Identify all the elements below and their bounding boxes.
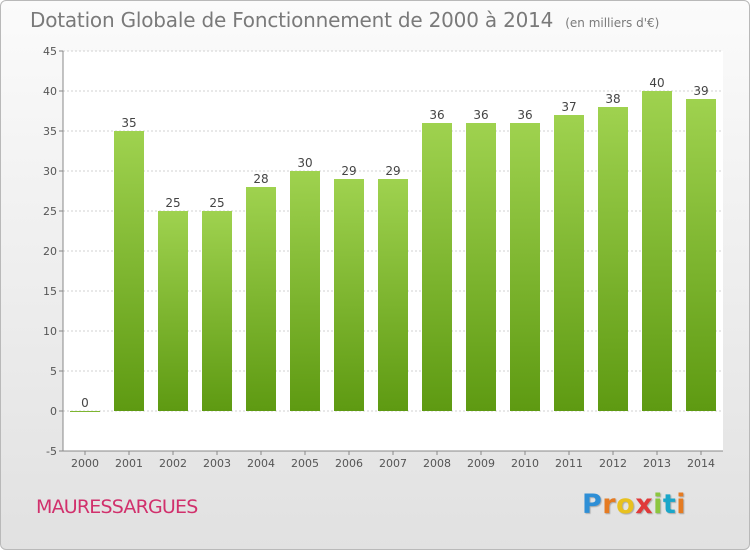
data-label-2008: 36 [429, 108, 444, 122]
y-tick-label: 40 [43, 85, 57, 98]
x-tick-label-2012: 2012 [599, 457, 627, 470]
bar-2003 [202, 211, 232, 411]
data-label-2000: 0 [81, 396, 89, 410]
x-tick-label-2013: 2013 [643, 457, 671, 470]
logo-letter: o [616, 489, 636, 520]
bar-2000 [70, 411, 100, 412]
logo-letter: i [676, 489, 687, 520]
bar-2013 [642, 91, 672, 411]
x-tick-label-2010: 2010 [511, 457, 539, 470]
logo-letter: i [653, 489, 663, 520]
y-tick-label: 30 [43, 165, 57, 178]
chart-subtitle: (en milliers d'€) [565, 16, 660, 30]
x-tick-label-2007: 2007 [379, 457, 407, 470]
proxiti-logo: Proxiti [582, 489, 686, 520]
bar-2006 [334, 179, 364, 411]
data-label-2007: 29 [385, 164, 400, 178]
data-label-2014: 39 [693, 84, 708, 98]
chart-title: Dotation Globale de Fonctionnement de 20… [30, 8, 659, 32]
data-label-2011: 37 [561, 100, 576, 114]
data-label-2001: 35 [121, 116, 136, 130]
data-label-2006: 29 [341, 164, 356, 178]
y-tick-label: 25 [43, 205, 57, 218]
commune-name: MAURESSARGUES [36, 496, 198, 518]
bar-2005 [290, 171, 320, 411]
data-label-2012: 38 [605, 92, 620, 106]
y-tick-label: 45 [43, 45, 57, 58]
y-tick-label: 15 [43, 285, 57, 298]
logo-letter: r [602, 489, 617, 520]
x-tick-label-2011: 2011 [555, 457, 583, 470]
x-tick-label-2000: 2000 [71, 457, 99, 470]
x-tick-label-2004: 2004 [247, 457, 275, 470]
bar-2002 [158, 211, 188, 411]
x-tick-label-2014: 2014 [687, 457, 715, 470]
y-tick-label: -5 [46, 445, 57, 458]
data-label-2013: 40 [649, 76, 664, 90]
data-label-2010: 36 [517, 108, 532, 122]
y-tick-label: 10 [43, 325, 57, 338]
bar-2012 [598, 107, 628, 411]
x-tick-label-2002: 2002 [159, 457, 187, 470]
bar-2001 [114, 131, 144, 411]
data-label-2003: 25 [209, 196, 224, 210]
logo-letter: P [582, 489, 603, 520]
bar-2008 [422, 123, 452, 411]
chart-title-text: Dotation Globale de Fonctionnement de 20… [30, 8, 554, 32]
x-tick-label-2006: 2006 [335, 457, 363, 470]
bar-2011 [554, 115, 584, 411]
logo-letter: x [635, 489, 654, 520]
data-label-2009: 36 [473, 108, 488, 122]
y-tick-label: 35 [43, 125, 57, 138]
x-tick-label-2009: 2009 [467, 457, 495, 470]
y-tick-label: 5 [50, 365, 57, 378]
x-tick-label-2008: 2008 [423, 457, 451, 470]
data-label-2002: 25 [165, 196, 180, 210]
bar-2009 [466, 123, 496, 411]
bar-2014 [686, 99, 716, 411]
bar-2010 [510, 123, 540, 411]
x-tick-label-2003: 2003 [203, 457, 231, 470]
x-tick-label-2001: 2001 [115, 457, 143, 470]
logo-letter: t [662, 489, 677, 520]
x-tick-label-2005: 2005 [291, 457, 319, 470]
data-label-2005: 30 [297, 156, 312, 170]
y-tick-label: 0 [50, 405, 57, 418]
bar-2007 [378, 179, 408, 411]
y-tick-label: 20 [43, 245, 57, 258]
data-label-2004: 28 [253, 172, 268, 186]
bar-2004 [246, 187, 276, 411]
